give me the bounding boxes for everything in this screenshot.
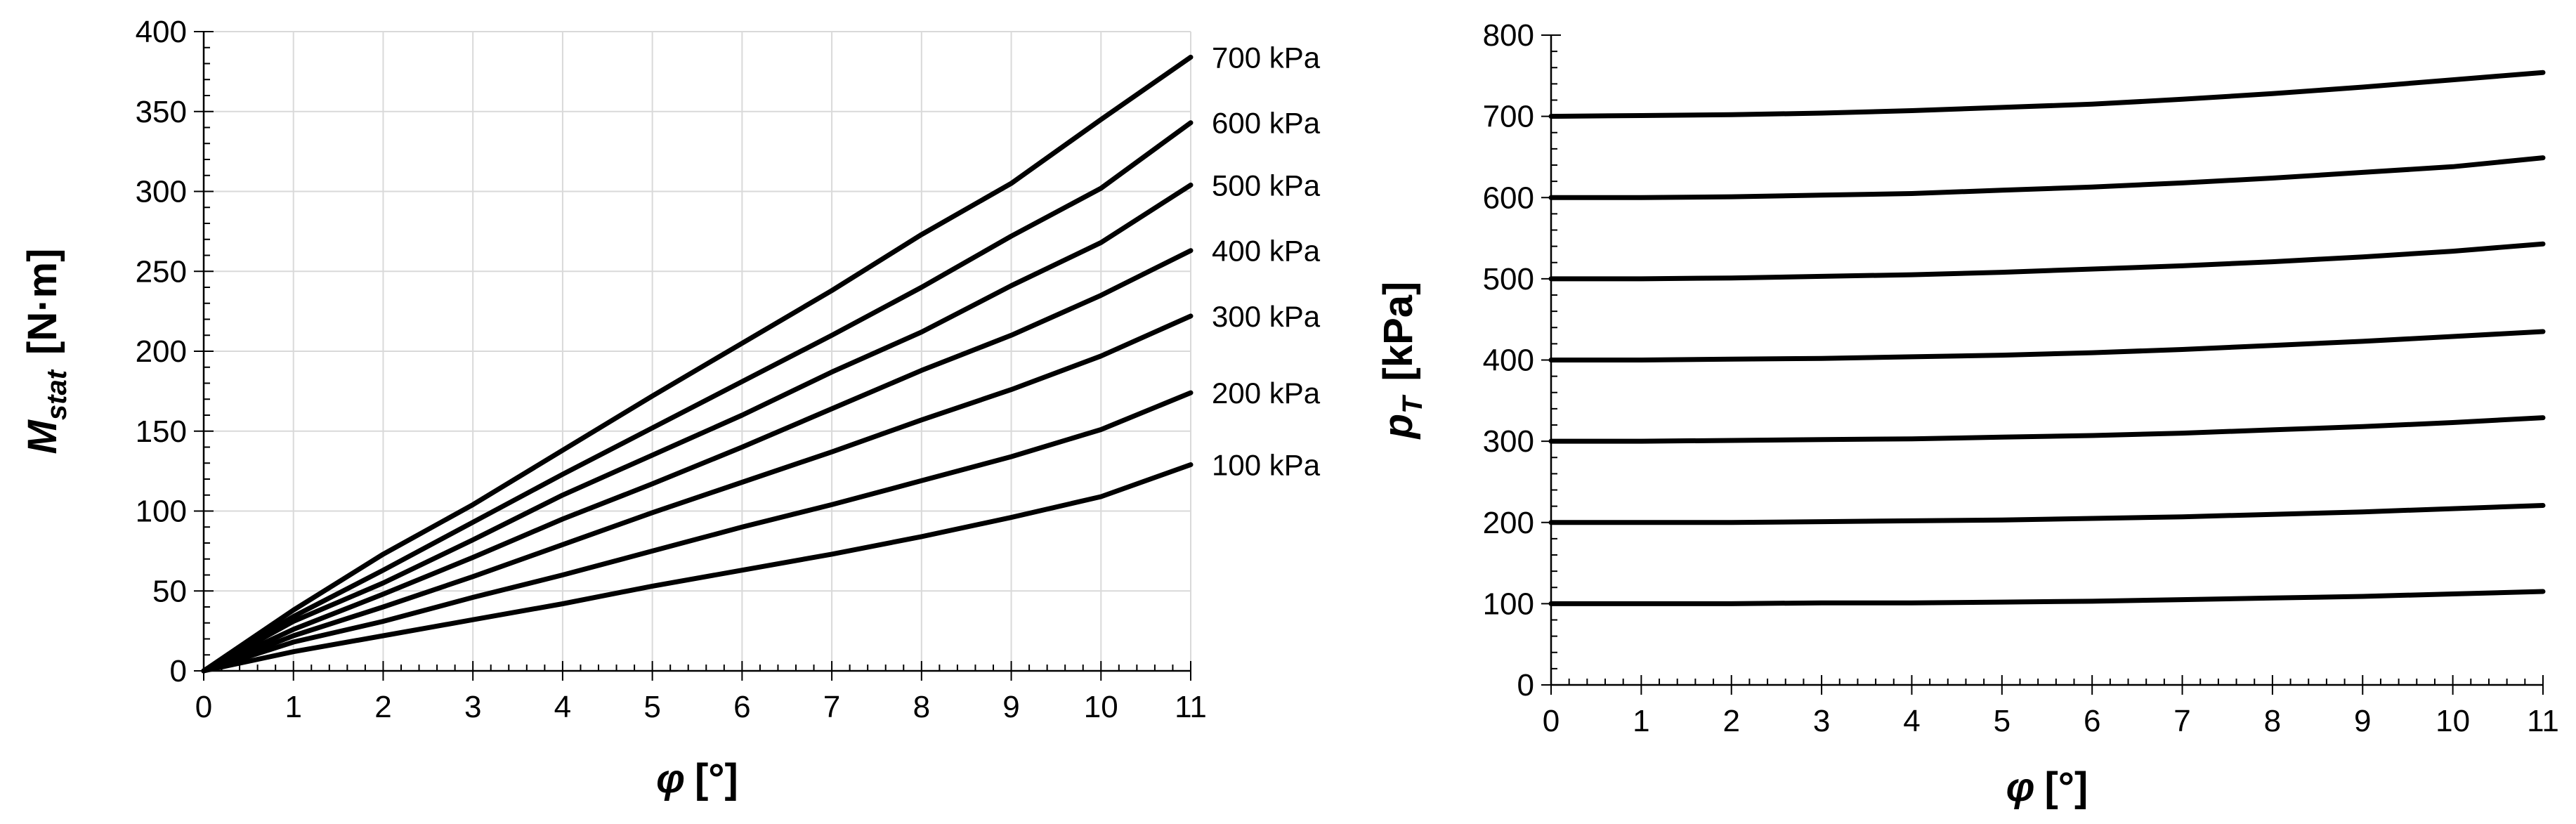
series-line (1548, 155, 2546, 200)
series-line (1548, 503, 2546, 525)
x-tick-label: 2 (1722, 704, 1739, 738)
y-axis-title: pT [kPa] (1375, 282, 1428, 440)
x-axis-symbol: φ (2006, 764, 2035, 810)
y-tick-label: 200 (136, 334, 187, 369)
x-tick-label: 6 (733, 690, 750, 724)
series-label: 200 kPa (1212, 377, 1321, 410)
series-line (201, 54, 1194, 674)
y-axis-symbol: M (20, 419, 65, 454)
y-axis-symbol: p (1375, 414, 1421, 440)
y-tick-label: 400 (136, 15, 187, 49)
x-axis-unit: [°] (695, 756, 738, 802)
chart-pressure: 0 100 200 300 400 500 600 700 800 0 1 2 3 4 5 6 7 8 9 10 11 φ… (1375, 18, 2559, 810)
series-label: 500 kPa (1212, 169, 1321, 202)
series-label: 400 kPa (1212, 235, 1321, 268)
y-axis-title: Mstat [N·m] (20, 249, 72, 454)
x-tick-label: 9 (1002, 690, 1019, 724)
y-axis-unit: [N·m] (20, 249, 65, 355)
x-tick-label: 8 (2264, 704, 2281, 738)
y-tick-label: 50 (152, 574, 187, 608)
y-axis-subscript: T (1397, 394, 1428, 414)
y-tick-label: 350 (136, 95, 187, 129)
y-tick-label: 0 (170, 654, 187, 688)
x-tick-label: 3 (464, 690, 481, 724)
x-tick-label: 6 (2084, 704, 2100, 738)
series-label: 300 kPa (1212, 300, 1321, 333)
x-axis-symbol: φ (656, 756, 685, 802)
y-tick-label: 600 (1483, 181, 1534, 215)
series-line (201, 313, 1194, 674)
x-tick-label: 3 (1813, 704, 1830, 738)
x-tick-label: 9 (2354, 704, 2371, 738)
y-tick-label: 150 (136, 414, 187, 449)
y-tick-label: 0 (1517, 668, 1534, 702)
y-tick-label: 700 (1483, 100, 1534, 134)
x-tick-label: 0 (195, 690, 212, 724)
x-tick-label: 5 (1994, 704, 2011, 738)
y-tick-label: 300 (1483, 424, 1534, 459)
y-tick-label: 200 (1483, 506, 1534, 540)
series-line (1548, 241, 2546, 282)
series-line (1548, 329, 2546, 362)
x-axis-unit: [°] (2044, 764, 2088, 810)
series-line (201, 248, 1194, 674)
y-tick-label: 400 (1483, 344, 1534, 378)
y-tick-label: 500 (1483, 262, 1534, 296)
y-tick-label: 300 (136, 175, 187, 209)
series-label: 600 kPa (1212, 107, 1321, 140)
series-line (1548, 70, 2546, 119)
x-tick-label: 4 (1903, 704, 1920, 738)
x-tick-label: 10 (1084, 690, 1118, 724)
y-tick-label: 800 (1483, 18, 1534, 53)
y-axis-unit: [kPa] (1375, 282, 1421, 381)
series-line (201, 120, 1194, 674)
x-tick-label: 2 (374, 690, 391, 724)
series-label: 100 kPa (1212, 449, 1321, 482)
x-tick-label: 8 (913, 690, 930, 724)
y-tick-label: 100 (136, 495, 187, 529)
x-tick-label: 11 (2527, 704, 2559, 738)
x-tick-label: 1 (285, 690, 301, 724)
x-tick-label: 10 (2436, 704, 2470, 738)
x-axis-title: φ [°] (2006, 764, 2088, 810)
x-tick-label: 5 (643, 690, 660, 724)
series-line (201, 182, 1194, 674)
x-axis-title: φ [°] (656, 756, 738, 802)
x-tick-label: 7 (2173, 704, 2190, 738)
y-tick-label: 100 (1483, 587, 1534, 621)
series-line (1548, 589, 2546, 606)
series-line (201, 462, 1194, 674)
x-tick-label: 0 (1543, 704, 1560, 738)
x-tick-label: 7 (823, 690, 840, 724)
series-line (201, 390, 1194, 674)
chart-moment: 0 50 100 150 200 250 300 350 400 0 1 2 3 4 5 6 7 8 9 10 11 70… (20, 15, 1321, 802)
x-tick-label: 11 (1175, 690, 1207, 724)
y-tick-label: 250 (136, 254, 187, 289)
series-line (1548, 415, 2546, 444)
series-label: 700 kPa (1212, 41, 1321, 74)
x-tick-label: 1 (1633, 704, 1649, 738)
x-tick-label: 4 (554, 690, 571, 724)
y-axis-subscript: stat (41, 369, 72, 420)
